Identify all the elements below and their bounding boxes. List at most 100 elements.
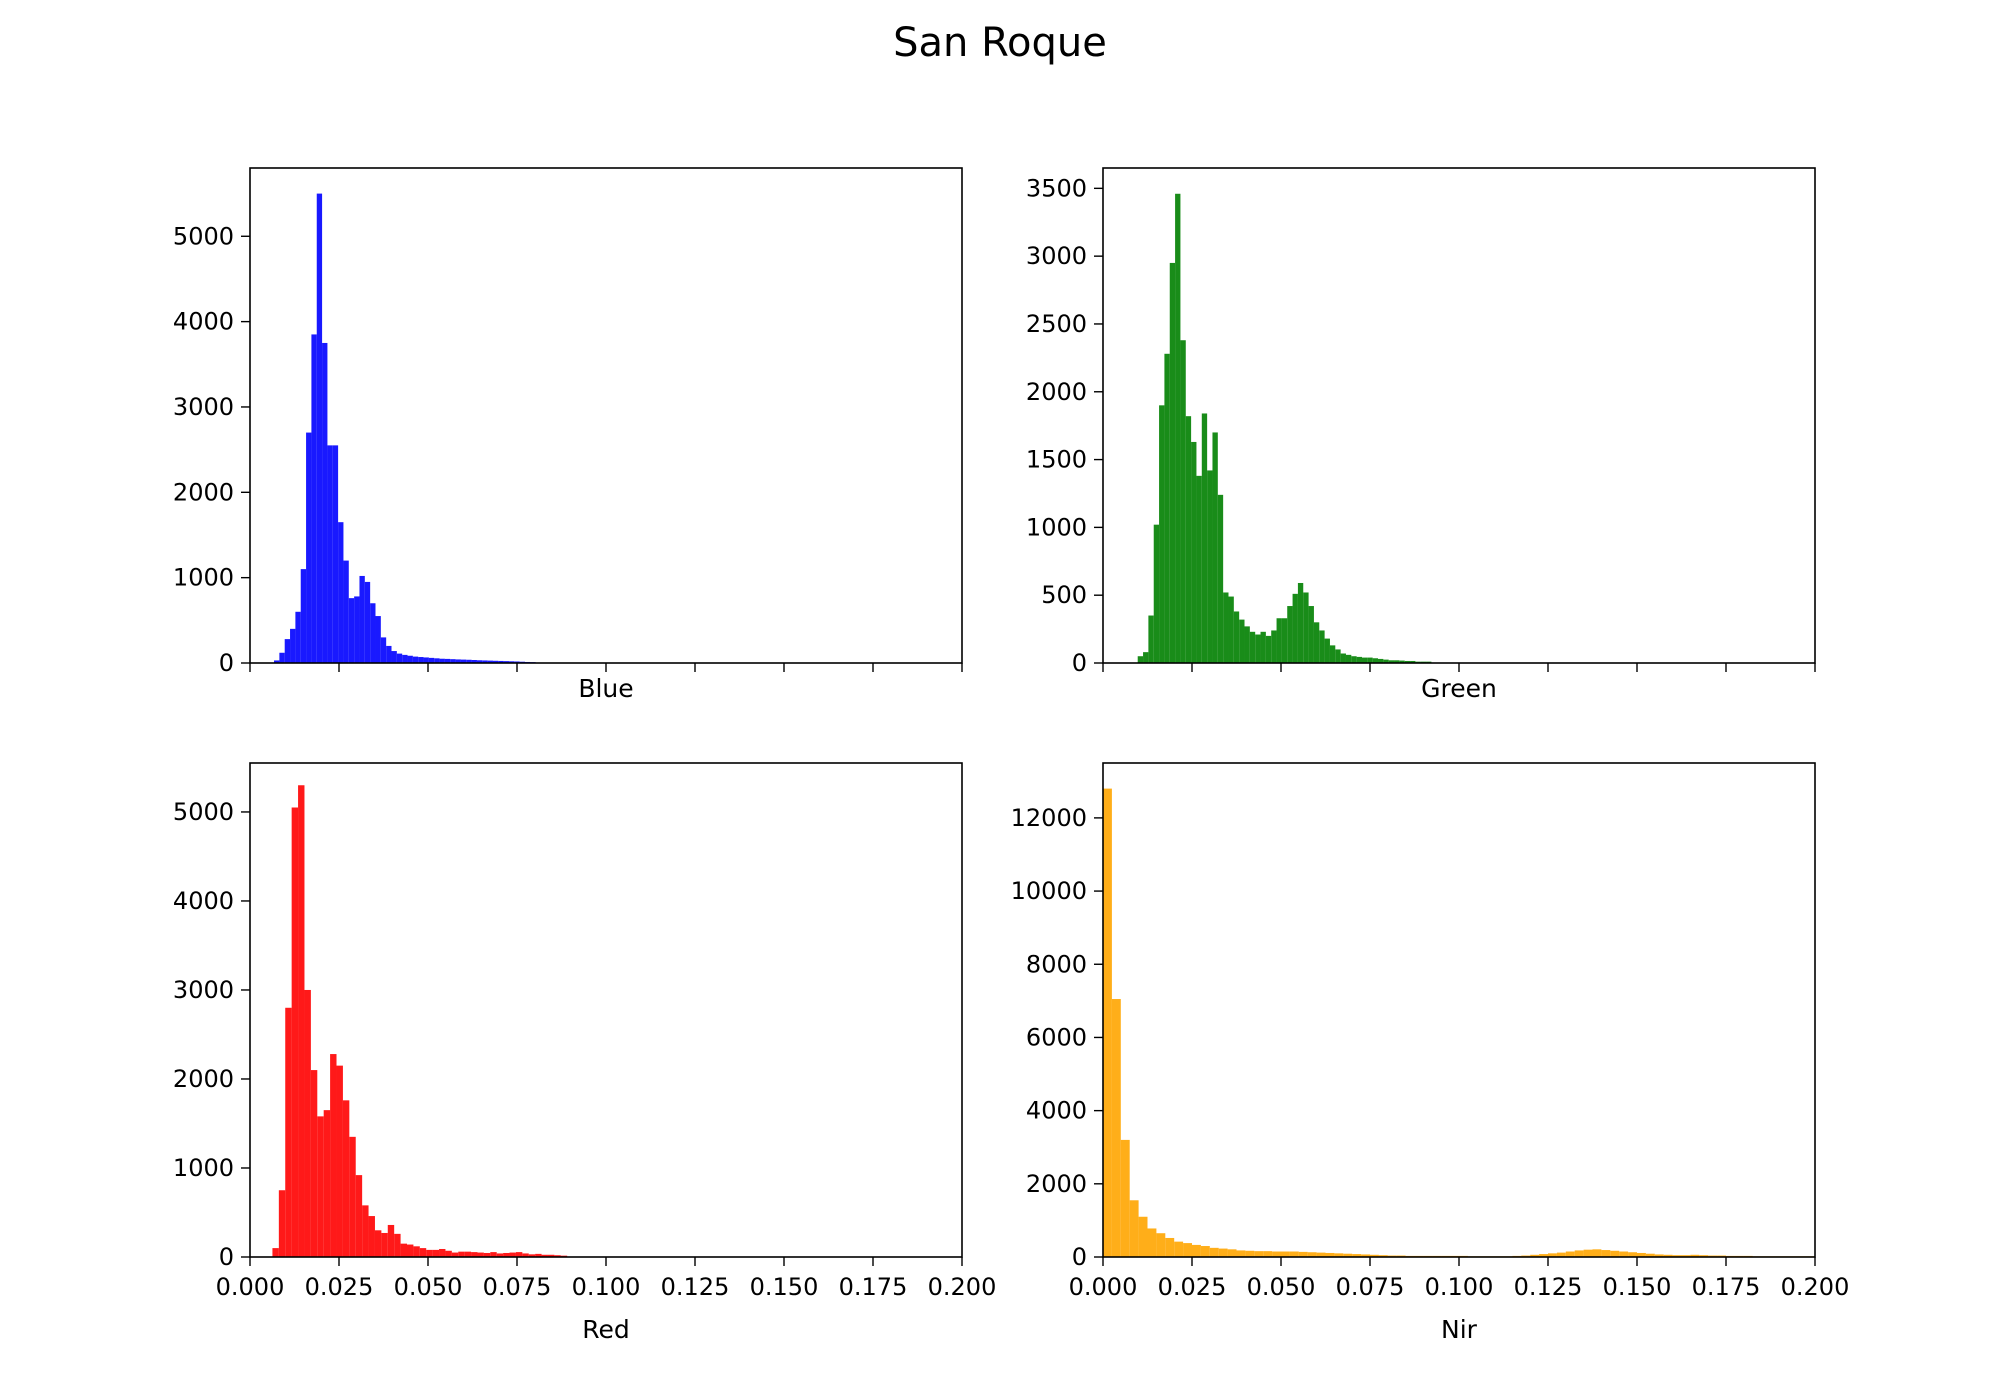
x-axis-label: Red bbox=[582, 1315, 630, 1344]
bar bbox=[1236, 1250, 1246, 1257]
bar bbox=[482, 660, 488, 663]
y-tick-label: 3000 bbox=[173, 976, 234, 1004]
bar bbox=[1672, 1255, 1682, 1257]
bar bbox=[1260, 631, 1266, 663]
bar bbox=[370, 603, 376, 663]
x-tick-label: 0.200 bbox=[1781, 1273, 1850, 1301]
bar bbox=[322, 342, 328, 663]
bar bbox=[477, 1252, 484, 1257]
bar bbox=[407, 1244, 414, 1257]
bar bbox=[471, 1252, 478, 1257]
y-tick-label: 1000 bbox=[173, 564, 234, 592]
bar bbox=[412, 656, 419, 663]
x-tick-label: 0.200 bbox=[928, 1273, 997, 1301]
bar bbox=[1120, 1139, 1130, 1257]
bar bbox=[1592, 1249, 1602, 1257]
axes-frame bbox=[249, 167, 963, 664]
bar bbox=[1200, 1246, 1210, 1257]
bar bbox=[1218, 1248, 1228, 1257]
bar bbox=[1165, 1237, 1175, 1257]
bar bbox=[1325, 1252, 1335, 1257]
bar bbox=[274, 660, 280, 663]
bar bbox=[547, 1254, 555, 1257]
bar bbox=[1263, 1251, 1273, 1257]
bar bbox=[290, 628, 296, 663]
bar bbox=[508, 661, 515, 663]
bar bbox=[1138, 1216, 1148, 1257]
bar bbox=[1265, 635, 1272, 663]
bar bbox=[1329, 645, 1336, 663]
histogram-panel-top-right: 0 500 1000 1500 2000 2500 3000 3500 Green bbox=[1026, 167, 1816, 703]
bar bbox=[1143, 652, 1149, 663]
bar bbox=[1228, 596, 1234, 663]
bar bbox=[1281, 1251, 1290, 1257]
bar bbox=[1212, 432, 1218, 663]
y-tick-label: 0 bbox=[219, 649, 234, 677]
bar bbox=[1556, 1252, 1566, 1257]
bar bbox=[1352, 1254, 1362, 1257]
bar bbox=[1111, 999, 1121, 1257]
bar bbox=[1343, 1253, 1353, 1257]
bar bbox=[1307, 1252, 1317, 1257]
bar bbox=[1223, 592, 1229, 663]
bar bbox=[1335, 649, 1341, 663]
bar bbox=[1690, 1254, 1700, 1257]
bar bbox=[496, 1253, 504, 1257]
bar bbox=[1388, 660, 1395, 663]
x-tick-label: 0.150 bbox=[750, 1273, 819, 1301]
y-tick-label: 3500 bbox=[1026, 174, 1087, 202]
bar bbox=[426, 1249, 433, 1257]
bar bbox=[1153, 524, 1160, 663]
bar bbox=[1548, 1253, 1557, 1257]
histogram-panel-bottom-right: 0.000 0.025 0.050 0.075 0.100 0.125 0.150 0.175… bbox=[1011, 762, 1850, 1344]
bar bbox=[1196, 475, 1202, 663]
bar bbox=[451, 1252, 459, 1257]
bar bbox=[306, 432, 312, 663]
bar bbox=[400, 1243, 407, 1257]
bar bbox=[1207, 470, 1213, 663]
bar bbox=[1103, 788, 1112, 1257]
bar bbox=[1169, 262, 1176, 663]
bar bbox=[1370, 1254, 1379, 1257]
bar bbox=[487, 660, 493, 663]
bar bbox=[498, 660, 504, 663]
bar bbox=[402, 654, 408, 663]
bar bbox=[509, 1252, 516, 1257]
bar bbox=[434, 658, 440, 663]
bar bbox=[1287, 606, 1293, 663]
bar bbox=[423, 657, 429, 663]
bar bbox=[1361, 657, 1368, 663]
x-ticks-bottom-left: 0.000 0.025 0.050 0.075 0.100 0.125 0.150 0.175… bbox=[216, 1257, 997, 1301]
bar bbox=[1298, 1251, 1308, 1257]
x-axis-label: Nir bbox=[1441, 1315, 1478, 1344]
bar bbox=[1164, 353, 1170, 663]
y-tick-label: 3000 bbox=[1026, 242, 1087, 270]
figure-title: San Roque bbox=[893, 20, 1107, 66]
bar bbox=[386, 645, 392, 663]
bar bbox=[1303, 592, 1309, 663]
y-tick-label: 8000 bbox=[1026, 950, 1087, 978]
bar bbox=[1367, 657, 1373, 663]
bar bbox=[1356, 656, 1362, 663]
bar bbox=[1272, 1251, 1281, 1257]
y-tick-label: 1000 bbox=[173, 1154, 234, 1182]
y-tick-label: 2000 bbox=[173, 1065, 234, 1093]
y-tick-label: 5000 bbox=[173, 798, 234, 826]
x-tick-label: 0.000 bbox=[216, 1273, 285, 1301]
bar bbox=[1372, 658, 1379, 663]
x-tick-label: 0.100 bbox=[572, 1273, 641, 1301]
bar bbox=[1601, 1250, 1611, 1257]
bar bbox=[1351, 656, 1357, 663]
bar bbox=[348, 598, 355, 663]
y-tick-label: 4000 bbox=[173, 308, 234, 336]
y-tick-label: 0 bbox=[1072, 1243, 1087, 1271]
bar bbox=[1334, 1253, 1344, 1257]
bar bbox=[362, 1205, 369, 1257]
y-tick-label: 0 bbox=[219, 1243, 234, 1271]
bar bbox=[458, 1251, 465, 1257]
bar bbox=[343, 560, 349, 663]
x-tick-label: 0.075 bbox=[1336, 1273, 1405, 1301]
bar bbox=[330, 1054, 337, 1257]
x-tick-label: 0.050 bbox=[1247, 1273, 1316, 1301]
